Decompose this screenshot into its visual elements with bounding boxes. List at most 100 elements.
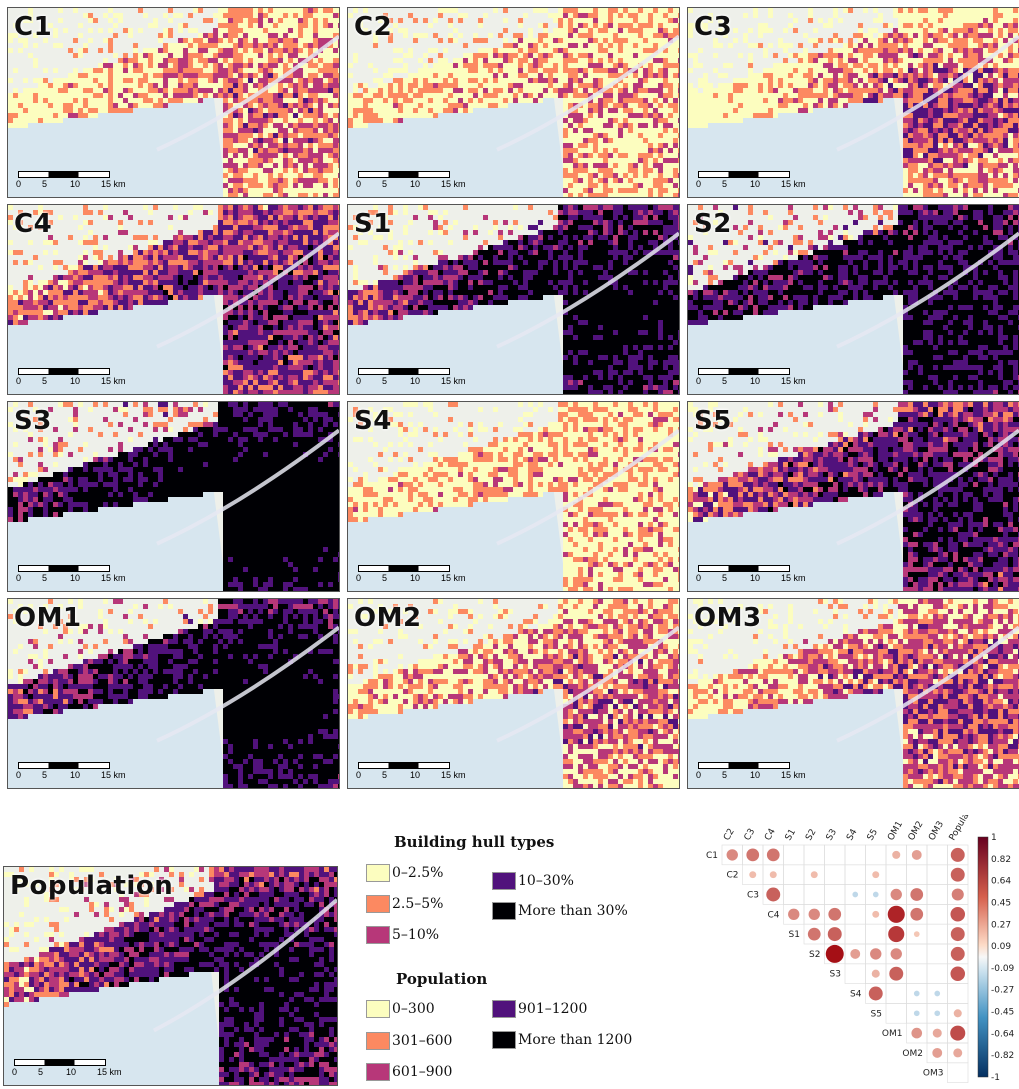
- corr-circle: [871, 969, 880, 978]
- legend-label: 901–1200: [518, 1001, 588, 1017]
- scale-tick-label: 0: [356, 179, 362, 189]
- legend-label: 5–10%: [392, 927, 440, 943]
- corr-circle: [950, 927, 965, 942]
- corr-row-label: OM3: [923, 1069, 944, 1079]
- river-line: [836, 625, 1019, 743]
- corr-row-label: S1: [789, 930, 800, 940]
- scale-tick-label: 0: [16, 376, 22, 386]
- scale-bar: 0 5 10 15 km: [696, 563, 808, 585]
- map-raster: [688, 599, 1019, 788]
- corr-circle: [953, 1009, 962, 1018]
- scale-tick-label: 15 km: [781, 376, 806, 386]
- colorbar-tick-label: -0.45: [991, 1008, 1014, 1018]
- scale-tick-label: 0: [696, 770, 702, 780]
- scale-tick-label: 15 km: [101, 179, 126, 189]
- scale-tick-label: 10: [750, 770, 761, 780]
- corr-row-label: C4: [767, 910, 779, 920]
- legend-label: 301–600: [392, 1033, 453, 1049]
- scale-bar: 0 5 10 15 km: [356, 563, 468, 585]
- legend-swatch: [366, 1032, 390, 1050]
- scale-tick-label: 5: [382, 376, 388, 386]
- corr-col-label: S5: [866, 828, 880, 843]
- corr-cell: [803, 844, 825, 866]
- river-line: [156, 34, 339, 152]
- corr-cell: [865, 844, 887, 866]
- scale-tick-label: 10: [750, 376, 761, 386]
- corr-cell: [844, 963, 866, 984]
- legend-item: 901–1200: [492, 998, 587, 1020]
- legend-item: 0–300: [366, 998, 435, 1020]
- scale-bar: 0 5 10 15 km: [16, 169, 128, 191]
- legend-label: 0–300: [392, 1001, 435, 1017]
- scale-tick-label: 0: [16, 573, 22, 583]
- corr-col-label: C2: [722, 827, 737, 842]
- corr-cell: [906, 864, 928, 885]
- corr-circle: [870, 948, 882, 960]
- map-panel-c1: C1 0 5 10 15 km: [7, 7, 340, 198]
- corr-circle: [910, 907, 924, 921]
- corr-cell: [824, 884, 846, 905]
- corr-row-label: S5: [871, 1009, 882, 1019]
- legend-swatch: [492, 1031, 516, 1049]
- corr-circle: [889, 966, 904, 981]
- scale-tick-label: 10: [70, 573, 81, 583]
- panel-label: OM3: [694, 603, 762, 633]
- legend-label: 2.5–5%: [392, 896, 444, 912]
- legend-item: 10–30%: [492, 870, 574, 892]
- map-panel-c3: C3 0 5 10 15 km: [687, 7, 1019, 198]
- corr-circle: [788, 908, 800, 920]
- map-raster: [688, 205, 1019, 394]
- corr-circle: [890, 888, 902, 901]
- scale-bar: 0 5 10 15 km: [696, 169, 808, 191]
- panel-label: OM1: [14, 603, 82, 633]
- map-raster: [348, 599, 679, 788]
- corr-cell: [947, 1062, 969, 1083]
- scale-bar: 0 5 10 15 km: [16, 760, 128, 782]
- corr-circle: [950, 847, 965, 862]
- scale-bar: 0 5 10 15 km: [356, 760, 468, 782]
- scale-tick-label: 10: [410, 376, 421, 386]
- corr-circle: [934, 1010, 941, 1017]
- river-line: [836, 34, 1019, 152]
- scale-tick-label: 10: [410, 179, 421, 189]
- scale-bar: 0 5 10 15 km: [16, 563, 128, 585]
- river-line: [152, 898, 337, 1033]
- raster-cells: [348, 205, 679, 394]
- corr-row-label: S4: [850, 990, 862, 1000]
- corr-circle: [913, 931, 920, 937]
- scale-bar: 0 5 10 15 km: [696, 366, 808, 388]
- corr-col-label: S3: [825, 828, 839, 843]
- legend-swatch: [366, 1000, 390, 1018]
- legend-label: 601–900: [392, 1064, 453, 1080]
- corr-cell: [844, 923, 866, 945]
- corr-row-label: C1: [706, 851, 718, 861]
- colorbar-tick-label: -1: [991, 1073, 1000, 1083]
- corr-col-label: OM2: [907, 820, 926, 843]
- corr-circle: [807, 927, 821, 941]
- scale-tick-label: 5: [722, 376, 728, 386]
- scale-tick-label: 15 km: [441, 376, 466, 386]
- corr-cell: [926, 904, 948, 925]
- colorbar-tick-label: 1: [991, 833, 997, 843]
- scale-tick-label: 15 km: [441, 770, 466, 780]
- panel-label: S4: [354, 406, 392, 436]
- legend-item: 5–10%: [366, 924, 439, 946]
- legend-item: 301–600: [366, 1030, 452, 1052]
- corr-circle: [872, 871, 880, 879]
- scale-tick-label: 10: [70, 770, 81, 780]
- panel-label: OM2: [354, 603, 422, 633]
- corr-cell: [844, 844, 866, 866]
- corr-circle: [950, 907, 966, 922]
- corr-col-label: S1: [784, 828, 798, 843]
- corr-circle: [951, 888, 964, 901]
- raster-cells: [688, 599, 1019, 788]
- corr-circle: [932, 1028, 942, 1038]
- corr-circle: [950, 966, 966, 981]
- legend-item: More than 1200: [492, 1029, 632, 1051]
- panel-label: C3: [694, 12, 733, 42]
- legend-swatch: [492, 1000, 516, 1018]
- scale-tick-label: 15 km: [441, 179, 466, 189]
- corr-cell: [783, 864, 805, 885]
- scale-tick-label: 5: [42, 573, 48, 583]
- panel-label: S2: [694, 209, 732, 239]
